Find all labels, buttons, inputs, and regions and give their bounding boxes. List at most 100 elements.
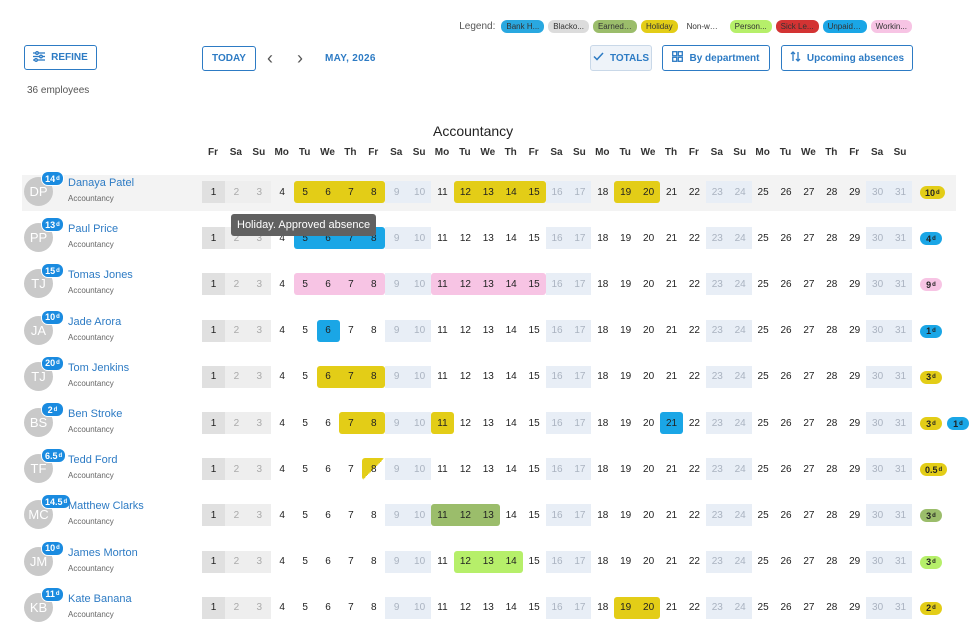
employee-name[interactable]: Jade Arora — [68, 315, 122, 328]
day-cell[interactable]: 21 — [665, 602, 678, 614]
day-cell[interactable]: 5 — [302, 325, 308, 337]
day-cell[interactable]: 31 — [889, 227, 912, 250]
day-cell[interactable]: 27 — [803, 602, 815, 614]
day-cell[interactable]: 23 — [705, 181, 729, 203]
day-cell[interactable]: 17 — [568, 365, 592, 388]
day-cell[interactable]: 2 — [224, 458, 248, 481]
day-cell[interactable]: 24 — [728, 273, 752, 296]
day-cell[interactable]: 19 — [620, 556, 632, 568]
day-cell[interactable]: 4 — [279, 325, 285, 337]
absence-cell[interactable]: 19 — [614, 596, 638, 619]
day-cell[interactable]: 1 — [202, 550, 225, 573]
day-cell[interactable]: 23 — [705, 504, 729, 527]
day-cell[interactable]: 25 — [757, 325, 769, 337]
day-cell[interactable]: 31 — [889, 596, 912, 619]
upcoming-absences-button[interactable]: Upcoming absences — [781, 45, 913, 71]
day-cell[interactable]: 2 — [224, 365, 248, 388]
day-cell[interactable]: 14 — [505, 232, 517, 244]
absence-cell[interactable]: 5 — [293, 181, 317, 203]
day-cell[interactable]: 1 — [202, 365, 225, 388]
day-cell[interactable]: 10 — [408, 596, 432, 619]
day-cell[interactable]: 2 — [224, 319, 248, 342]
day-cell[interactable]: 11 — [437, 186, 448, 198]
day-cell[interactable]: 17 — [568, 273, 592, 296]
day-cell[interactable]: 16 — [545, 273, 569, 296]
day-cell[interactable]: 10 — [408, 458, 432, 481]
day-cell[interactable]: 4 — [279, 278, 285, 290]
day-cell[interactable]: 9 — [385, 504, 409, 527]
day-cell[interactable]: 16 — [545, 596, 569, 619]
day-cell[interactable]: 30 — [866, 273, 890, 296]
day-cell[interactable]: 13 — [482, 417, 494, 429]
day-cell[interactable]: 30 — [866, 319, 890, 342]
day-cell[interactable]: 25 — [757, 556, 769, 568]
day-cell[interactable]: 20 — [643, 278, 655, 290]
day-cell[interactable]: 17 — [568, 596, 592, 619]
day-cell[interactable]: 14 — [505, 371, 517, 383]
day-cell[interactable]: 22 — [688, 417, 700, 429]
day-cell[interactable]: 18 — [597, 278, 609, 290]
day-cell[interactable]: 27 — [803, 278, 815, 290]
employee-name[interactable]: Danaya Patel — [68, 177, 135, 189]
day-cell[interactable]: 12 — [459, 463, 471, 475]
day-cell[interactable]: 23 — [705, 412, 729, 434]
day-cell[interactable]: 25 — [757, 509, 769, 521]
employee-name[interactable]: Kate Banana — [68, 592, 132, 605]
day-cell[interactable]: 15 — [528, 417, 540, 429]
day-cell[interactable]: 12 — [459, 325, 471, 337]
day-cell[interactable]: 16 — [545, 181, 569, 203]
day-cell[interactable]: 31 — [889, 319, 912, 342]
day-cell[interactable]: 3 — [247, 550, 271, 573]
day-cell[interactable]: 1 — [202, 596, 225, 619]
absence-cell[interactable]: 5 — [293, 273, 317, 296]
absence-cell[interactable]: 8 — [362, 181, 386, 203]
day-cell[interactable]: 28 — [826, 602, 838, 614]
day-cell[interactable]: 14 — [505, 602, 517, 614]
day-cell[interactable]: 28 — [826, 556, 838, 568]
day-cell[interactable]: 17 — [568, 504, 592, 527]
day-cell[interactable]: 30 — [866, 504, 890, 527]
day-cell[interactable]: 25 — [757, 602, 769, 614]
day-cell[interactable]: 7 — [348, 602, 354, 614]
day-cell[interactable]: 15 — [528, 232, 540, 244]
day-cell[interactable]: 22 — [688, 186, 700, 198]
day-cell[interactable]: 21 — [665, 463, 678, 475]
day-cell[interactable]: 5 — [302, 556, 308, 568]
absence-cell[interactable]: 13 — [476, 181, 500, 203]
absence-cell[interactable]: 7 — [339, 365, 363, 388]
day-cell[interactable]: 8 — [371, 602, 377, 614]
day-cell[interactable]: 15 — [528, 325, 540, 337]
day-cell[interactable]: 27 — [803, 186, 815, 198]
day-cell[interactable]: 1 — [202, 458, 225, 481]
day-cell[interactable]: 24 — [728, 412, 752, 434]
day-cell[interactable]: 26 — [780, 556, 792, 568]
avatar[interactable]: JA — [24, 315, 53, 345]
day-cell[interactable]: 26 — [780, 371, 792, 383]
day-cell[interactable]: 2 — [224, 181, 248, 203]
totals-button[interactable]: TOTALS — [590, 45, 652, 71]
day-cell[interactable]: 25 — [757, 232, 769, 244]
day-cell[interactable]: 23 — [705, 596, 729, 619]
day-cell[interactable]: 5 — [302, 371, 308, 383]
day-cell[interactable]: 16 — [545, 458, 569, 481]
absence-cell[interactable]: 12 — [453, 504, 477, 527]
day-cell[interactable]: 8 — [371, 556, 377, 568]
day-cell[interactable]: 29 — [849, 602, 861, 614]
day-cell[interactable]: 28 — [826, 278, 838, 290]
day-cell[interactable]: 4 — [279, 186, 285, 198]
day-cell[interactable]: 7 — [348, 509, 354, 521]
day-cell[interactable]: 17 — [568, 458, 592, 481]
day-cell[interactable]: 14 — [505, 417, 517, 429]
day-cell[interactable]: 24 — [728, 596, 752, 619]
day-cell[interactable]: 1 — [202, 504, 225, 527]
chevron-right-icon[interactable]: › — [297, 48, 303, 68]
day-cell[interactable]: 31 — [889, 550, 912, 573]
day-cell[interactable]: 24 — [728, 365, 752, 388]
day-cell[interactable]: 11 — [437, 371, 448, 383]
day-cell[interactable]: 19 — [620, 463, 632, 475]
day-cell[interactable]: 27 — [803, 556, 815, 568]
day-cell[interactable]: 26 — [780, 417, 792, 429]
day-cell[interactable]: 21 — [665, 232, 678, 244]
day-cell[interactable]: 4 — [279, 463, 285, 475]
absence-cell[interactable]: 15 — [522, 181, 546, 203]
